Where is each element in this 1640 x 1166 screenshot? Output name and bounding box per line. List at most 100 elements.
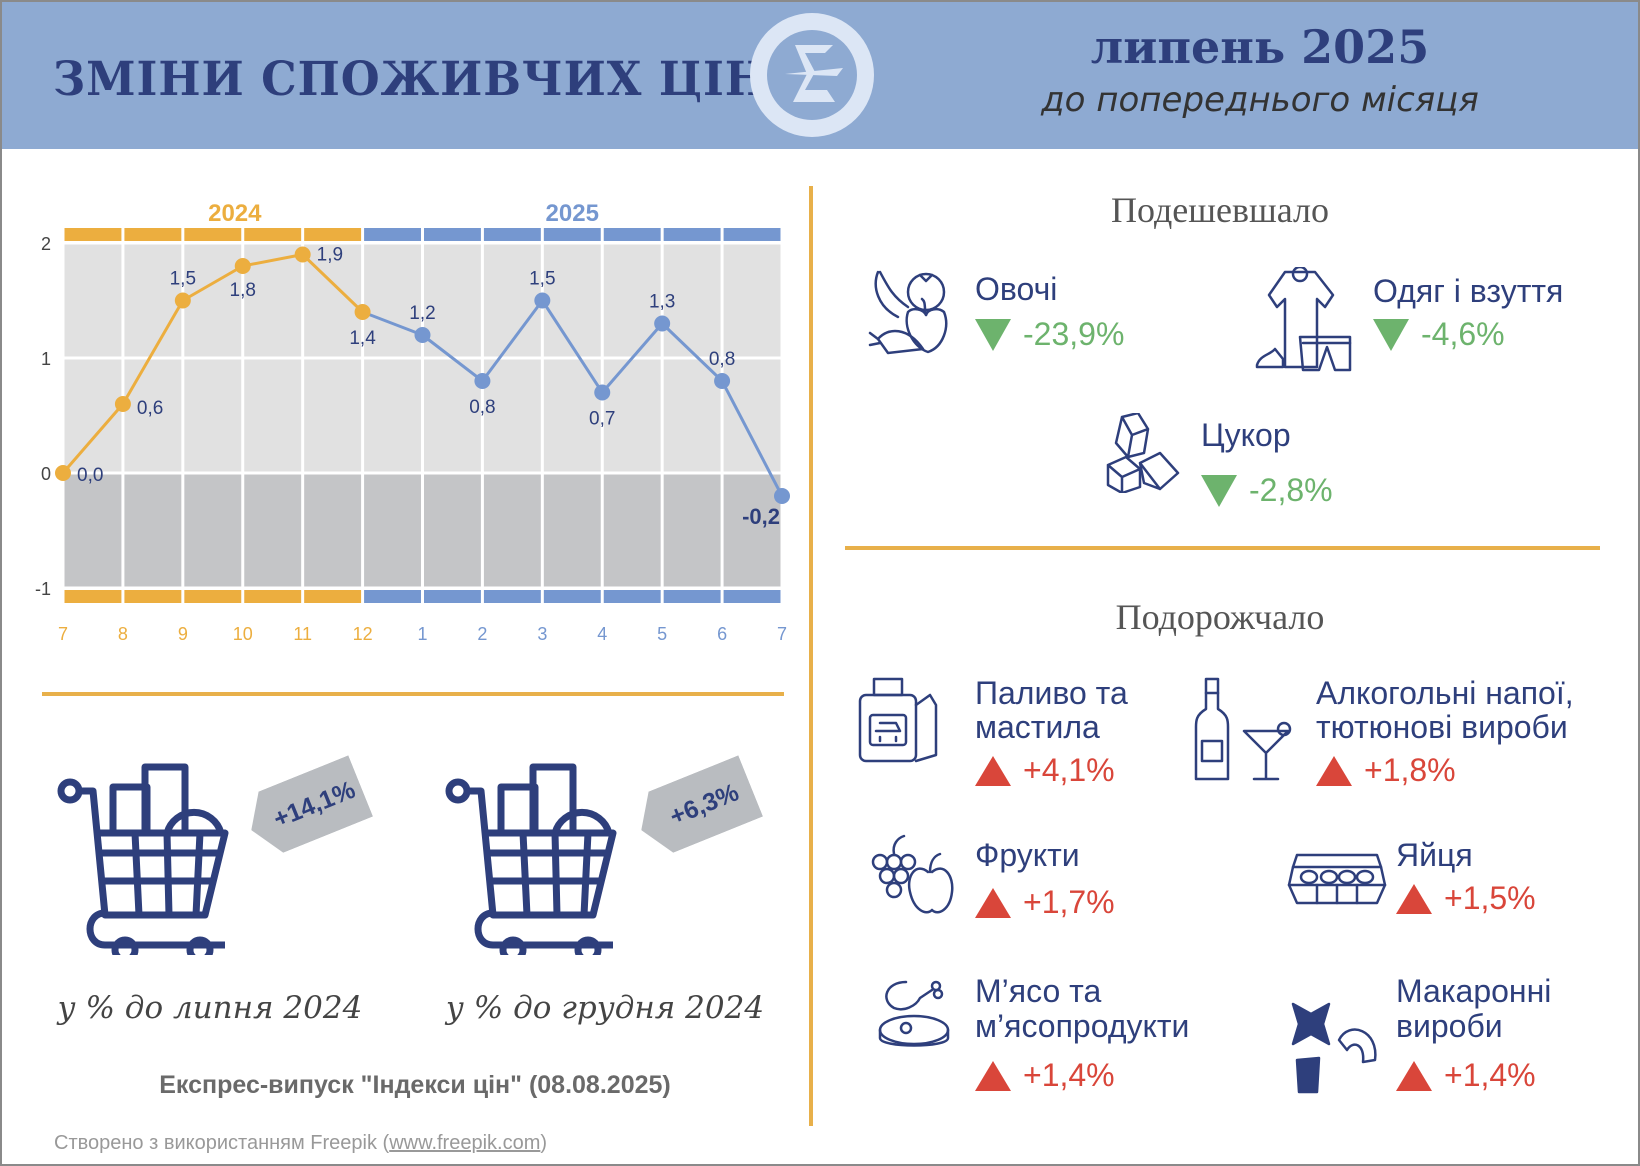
- item-value: +4,1%: [975, 752, 1115, 789]
- y-tick-label: 1: [41, 349, 51, 369]
- x-tick-label: 5: [657, 624, 667, 644]
- item-value: -4,6%: [1373, 316, 1505, 353]
- data-point: [534, 292, 551, 309]
- year-band-top: [124, 228, 182, 241]
- period-subtitle: до попереднього місяця: [1041, 80, 1479, 120]
- data-point: [234, 258, 251, 274]
- year-band-bottom: [663, 590, 721, 603]
- fuel-canister-icon: [856, 675, 940, 765]
- series-segment: [61, 403, 125, 474]
- eggs-icon: [1287, 845, 1387, 907]
- shopping-cart-icon: [57, 763, 229, 955]
- item-label: Цукор: [1201, 417, 1291, 453]
- series-segment: [121, 299, 185, 405]
- item-label: Алкогольні напої,: [1316, 675, 1574, 711]
- value-text: +4,1%: [1023, 752, 1115, 788]
- item-label: М’ясо та: [975, 973, 1102, 1009]
- value-text: +1,4%: [1023, 1057, 1115, 1093]
- fruits-icon: [868, 832, 954, 916]
- data-point: [114, 396, 131, 412]
- year-label-2024: 2024: [208, 200, 262, 227]
- x-tick-label: 11: [293, 624, 312, 644]
- value-text: +1,7%: [1023, 884, 1115, 920]
- year-band-top: [663, 228, 721, 241]
- item-label: Яйця: [1396, 837, 1473, 873]
- x-tick-label: 2: [477, 624, 487, 644]
- series-segment: [421, 333, 484, 383]
- value-text: +1,5%: [1444, 880, 1536, 916]
- data-point: [414, 327, 431, 343]
- divider-left: [42, 692, 784, 696]
- header-banner: ЗМІНИ СПОЖИВЧИХ ЦІН липень 2025 до попер…: [0, 0, 1640, 149]
- item-value: -23,9%: [975, 316, 1124, 353]
- up-triangle-icon: [1396, 883, 1432, 914]
- data-label: 1,8: [230, 280, 256, 301]
- year-band-bottom: [364, 590, 421, 603]
- source-note: Експрес-випуск "Індекси цін" (08.08.2025…: [159, 1071, 671, 1099]
- sugar-cubes-icon: [1104, 411, 1182, 495]
- series-segment: [720, 380, 784, 497]
- item-label-line2: мастила: [975, 709, 1100, 745]
- item-label: Макаронні: [1396, 973, 1552, 1009]
- x-tick-label: 1: [417, 624, 427, 644]
- series-segment: [242, 253, 303, 268]
- data-label: 1,5: [170, 269, 196, 290]
- x-tick-label: 7: [58, 624, 68, 644]
- data-label: -0,2: [742, 504, 780, 529]
- year-band-top: [483, 228, 541, 241]
- item-value: +1,8%: [1316, 752, 1456, 789]
- year-band-bottom: [424, 590, 481, 603]
- cart-caption: у % до грудня 2024: [445, 990, 765, 1026]
- period-title: липень 2025: [1090, 20, 1430, 74]
- data-label: 0,6: [137, 398, 163, 419]
- credit-text: Створено з використанням Freepik (: [54, 1132, 390, 1154]
- x-tick-label: 9: [178, 624, 188, 644]
- x-tick-label: 3: [537, 624, 547, 644]
- series-segment: [601, 322, 664, 394]
- x-tick-label: 6: [717, 624, 727, 644]
- value-text: +1,4%: [1444, 1057, 1536, 1093]
- year-band-bottom: [304, 590, 362, 603]
- data-label: 0,8: [469, 397, 495, 418]
- data-label: 0,7: [589, 409, 615, 430]
- down-triangle-icon: [975, 318, 1011, 351]
- series-segment: [182, 264, 244, 302]
- divider-vertical: [809, 186, 813, 1126]
- data-label: 1,4: [349, 328, 376, 349]
- item-label: Овочі: [975, 271, 1058, 307]
- data-label: 1,3: [649, 292, 675, 313]
- item-value: +1,4%: [1396, 1057, 1536, 1094]
- credit-end: ): [540, 1132, 548, 1154]
- freepik-link[interactable]: www.freepik.com: [389, 1132, 541, 1154]
- cumulative-value: +14,1%: [269, 775, 360, 834]
- down-triangle-icon: [1373, 318, 1409, 351]
- pasta-icon: [1289, 1000, 1381, 1094]
- year-band-top: [304, 228, 362, 241]
- year-band-bottom: [124, 590, 182, 603]
- item-label: Одяг і взуття: [1373, 273, 1564, 309]
- value-text: +1,8%: [1364, 752, 1456, 788]
- item-value: +1,4%: [975, 1057, 1115, 1094]
- data-point: [55, 465, 71, 481]
- derzhstat-logo: [750, 13, 874, 137]
- data-point: [294, 246, 311, 263]
- item-value: +1,7%: [975, 884, 1115, 921]
- year-band-bottom: [184, 590, 242, 603]
- x-tick-label: 10: [233, 624, 253, 644]
- year-band-bottom: [64, 590, 122, 603]
- series-segment: [481, 299, 544, 382]
- up-triangle-icon: [975, 1060, 1011, 1091]
- item-label: Паливо та: [975, 675, 1128, 711]
- up-triangle-icon: [975, 755, 1011, 786]
- data-point: [654, 315, 671, 332]
- pricier-title: Подорожчало: [1115, 597, 1325, 637]
- item-value: -2,8%: [1201, 472, 1333, 509]
- item-label-line2: тютюнові вироби: [1316, 709, 1568, 745]
- alcohol-icon: [1192, 675, 1297, 785]
- value-text: -23,9%: [1023, 316, 1125, 352]
- page-title: ЗМІНИ СПОЖИВЧИХ ЦІН: [53, 52, 768, 107]
- vegetables-icon: [868, 267, 954, 357]
- series-segment: [301, 253, 364, 314]
- data-point: [594, 384, 611, 401]
